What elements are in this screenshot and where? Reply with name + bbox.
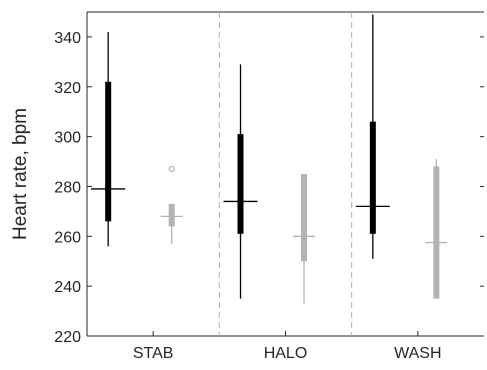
iqr-box bbox=[105, 81, 112, 222]
y-axis-label: Heart rate, bpm bbox=[10, 108, 31, 240]
y-tick-label: 280 bbox=[54, 179, 81, 196]
box-halo-1 bbox=[223, 64, 258, 299]
iqr-box bbox=[369, 121, 376, 234]
outlier-point bbox=[168, 165, 175, 173]
x-tick-label: HALO bbox=[264, 345, 308, 362]
y-tick-label: 300 bbox=[54, 130, 81, 147]
box-stab-2 bbox=[160, 165, 183, 244]
x-tick-label: STAB bbox=[133, 345, 174, 362]
iqr-box bbox=[237, 134, 244, 234]
iqr-box bbox=[168, 203, 175, 227]
y-tick-label: 240 bbox=[54, 279, 81, 296]
box-wash-2 bbox=[425, 159, 448, 299]
iqr-box bbox=[433, 166, 440, 299]
iqr-box bbox=[301, 174, 308, 262]
y-tick-label: 220 bbox=[54, 329, 81, 346]
box-stab-1 bbox=[91, 31, 126, 247]
y-tick-label: 260 bbox=[54, 229, 81, 246]
y-tick-label: 320 bbox=[54, 80, 81, 97]
y-tick-label: 340 bbox=[54, 30, 81, 47]
box-halo-2 bbox=[293, 174, 316, 304]
box-wash-1 bbox=[355, 14, 390, 259]
x-tick-label: WASH bbox=[394, 345, 441, 362]
